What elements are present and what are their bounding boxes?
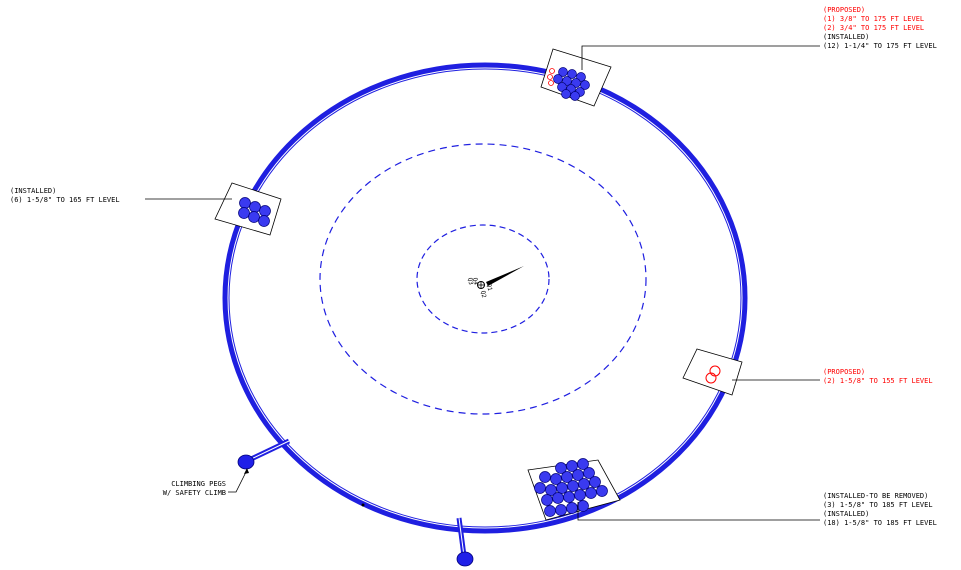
callout-top-installed-line: (12) 1-1/4" TO 175 FT LEVEL: [823, 42, 937, 50]
climbing-peg-left: [237, 438, 291, 470]
quadrant-label-q3: Q3: [466, 277, 474, 286]
reference-dot: [361, 503, 365, 507]
callout-left-line: (6) 1-5/8" TO 165 FT LEVEL: [10, 196, 120, 204]
quadrant-label-q1: Q1: [485, 283, 493, 292]
center-marker: [477, 281, 485, 289]
callout-right-line: (2) 1-5/8" TO 155 FT LEVEL: [823, 377, 933, 385]
cable-bundle-top: [540, 48, 612, 107]
cable-bundle-right: [682, 348, 743, 396]
tower-outer-ring-inner-edge: [228, 68, 742, 528]
callout-right-heading: (PROPOSED): [823, 368, 865, 376]
leader-climbing: [228, 469, 248, 493]
tower-outer-ring: [222, 62, 748, 534]
callout-bottom-installed-heading: (INSTALLED): [823, 510, 869, 518]
leader-arrow-icon: [244, 468, 249, 474]
callout-climbing-line-2: W/ SAFETY CLIMB: [163, 489, 226, 497]
callout-bottom-removed-line: (3) 1-5/8" TO 185 FT LEVEL: [823, 501, 933, 509]
leader-bottom-right: [577, 502, 820, 521]
callout-top-proposed-line-1: (1) 3/8" TO 175 FT LEVEL: [823, 15, 924, 23]
tower-inner-dashed-circle: [319, 143, 647, 415]
tower-center-dashed-circle: [416, 224, 550, 334]
cable-bundle-left: [214, 182, 282, 236]
callout-top-proposed-heading: (PROPOSED): [823, 6, 865, 14]
leader-top-right: [581, 45, 820, 70]
callout-top-proposed-line-2: (2) 3/4" TO 175 FT LEVEL: [823, 24, 924, 32]
callout-climbing-line-1: CLIMBING PEGS: [171, 480, 226, 488]
quadrant-label-q2: Q2: [479, 290, 487, 299]
quadrant-label-q4: Q4: [471, 277, 479, 286]
callout-bottom-installed-line: (18) 1-5/8" TO 185 FT LEVEL: [823, 519, 937, 527]
callout-top-installed-heading: (INSTALLED): [823, 33, 869, 41]
callout-left-heading: (INSTALLED): [10, 187, 56, 195]
north-arrow-icon: [486, 266, 524, 286]
climbing-peg-bottom: [456, 517, 474, 567]
callout-bottom-removed-heading: (INSTALLED-TO BE REMOVED): [823, 492, 928, 500]
cable-bundle-bottom: [527, 458, 621, 521]
